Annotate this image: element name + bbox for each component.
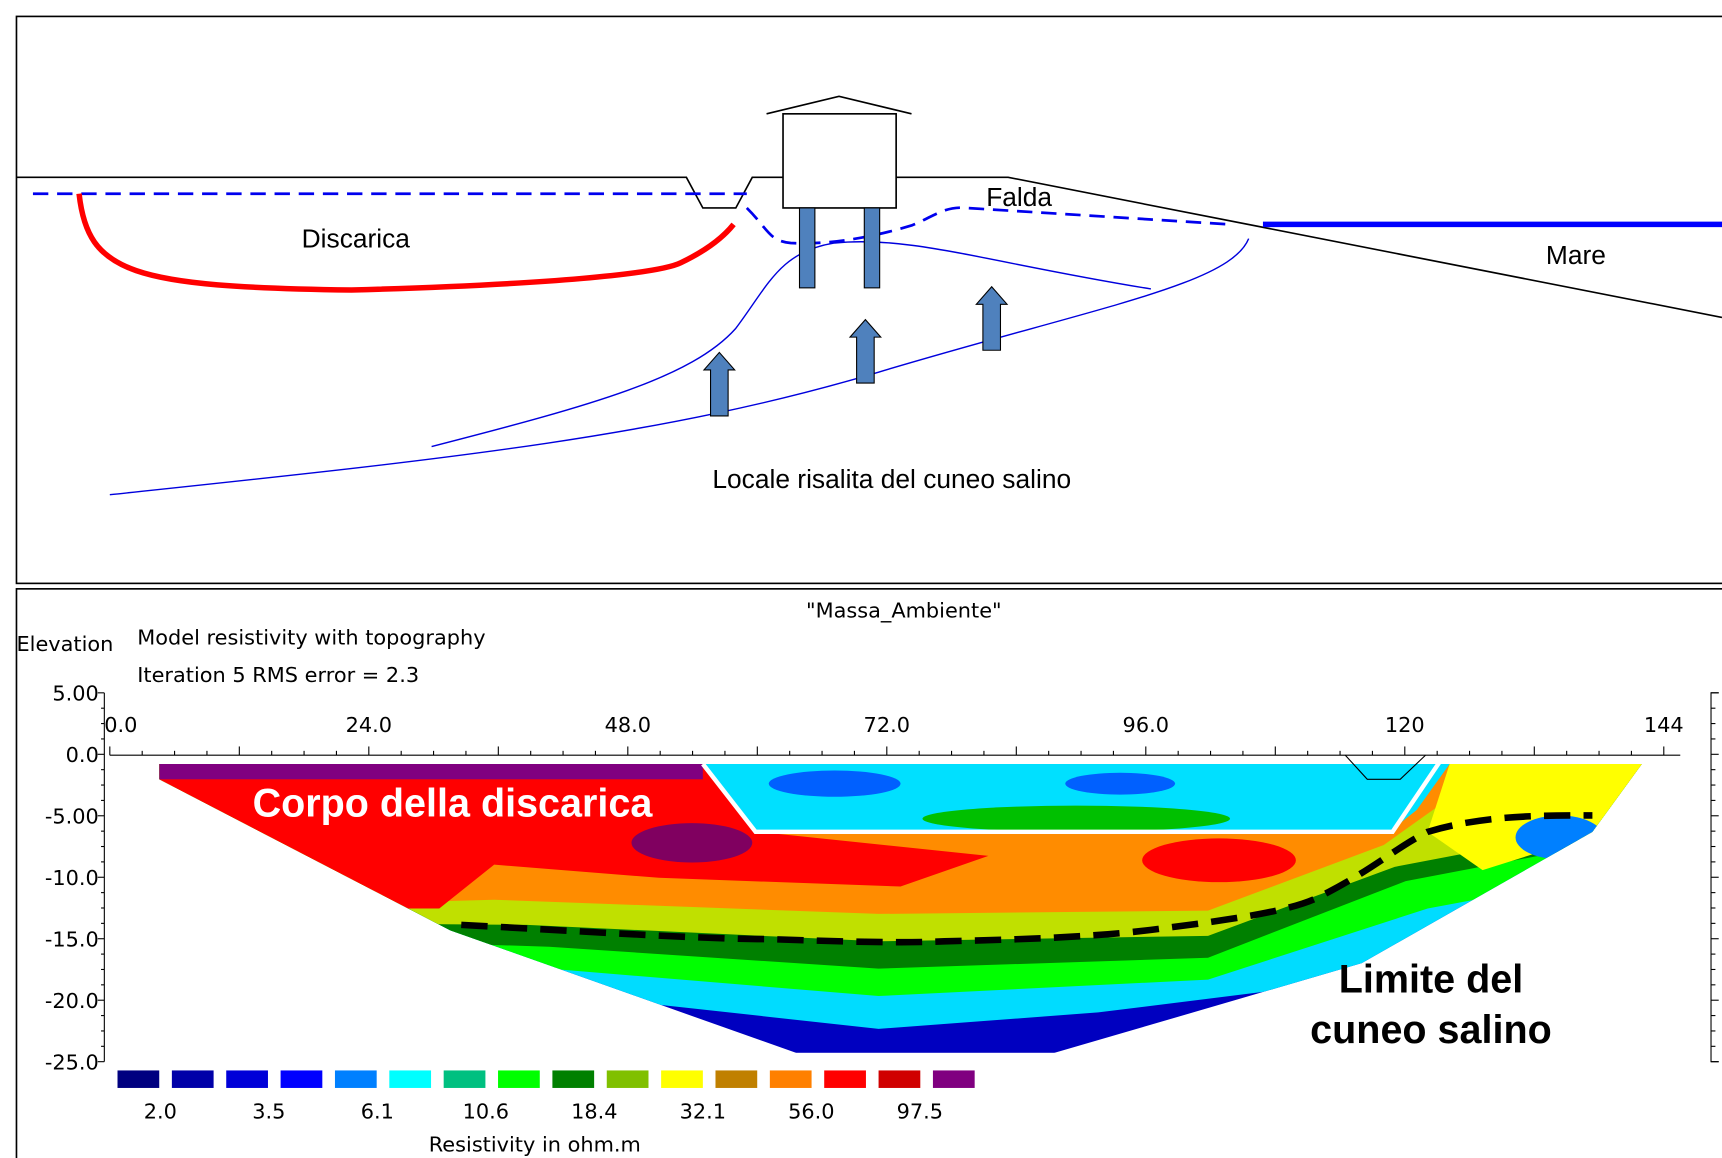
legend-swatch [226,1070,268,1088]
legend-label: 10.6 [463,1100,509,1124]
building [783,114,896,208]
x-tick-label: 72.0 [864,713,910,737]
band [1065,773,1175,795]
legend-swatch [498,1070,540,1088]
legend-label: 2.0 [144,1100,177,1124]
x-tick-label: 48.0 [605,713,651,737]
legend-swatch [607,1070,649,1088]
subtitle: Iteration 5 RMS error = 2.3 [137,663,419,687]
legend-swatch [715,1070,757,1088]
annotation: cuneo salino [1310,1008,1552,1052]
band [631,823,752,862]
legend-swatch [552,1070,594,1088]
annotation: Corpo della discarica [253,782,654,826]
subtitle: Model resistivity with topography [137,626,485,650]
legend-title: Resistivity in ohm.m [429,1132,641,1156]
x-tick-label: 144 [1644,713,1684,737]
legend-label: 3.5 [252,1100,285,1124]
legend-label: 18.4 [571,1100,617,1124]
x-tick-label: 24.0 [346,713,392,737]
y-tick-label: -5.00 [45,804,99,828]
wedge-line [432,242,1151,447]
y-axis-label: Elevation [16,632,113,656]
label: Discarica [302,223,411,253]
label: Locale risalita del cuneo salino [712,464,1071,494]
legend-swatch [770,1070,812,1088]
pile [800,208,815,288]
legend-swatch [444,1070,486,1088]
roof [767,96,912,114]
legend-label: 32.1 [680,1100,726,1124]
legend-swatch [879,1070,921,1088]
label: Mare [1546,240,1606,270]
wedge-line [110,239,1249,495]
x-tick-label: 120 [1385,713,1425,737]
top-panel [16,16,1722,583]
y-tick-label: -10.0 [45,866,99,890]
legend-label: 56.0 [788,1100,834,1124]
arrow [704,352,735,415]
y-tick-label: 5.00 [52,682,98,706]
section-title: "Massa_Ambiente" [806,598,1002,623]
arrow [976,287,1007,350]
y-tick-label: -20.0 [45,989,99,1013]
legend-label: 6.1 [361,1100,394,1124]
pile [864,208,879,288]
legend-swatch [933,1070,975,1088]
band [1142,838,1296,882]
legend-swatch [281,1070,323,1088]
figure: Discarica Falda Mare Locale risalita del… [0,0,1722,1158]
y-tick-label: -15.0 [45,927,99,951]
annotation: Limite del [1339,958,1523,1002]
label: Falda [986,182,1052,212]
legend-swatch [335,1070,377,1088]
legend-swatch [661,1070,703,1088]
legend-label: 97.5 [897,1100,943,1124]
x-tick-label: 96.0 [1123,713,1169,737]
band [769,771,901,797]
legend-swatch [118,1070,160,1088]
legend-swatch [172,1070,214,1088]
band [1516,815,1604,859]
y-tick-label: 0.0 [66,743,99,767]
legend-swatch [824,1070,866,1088]
band [923,806,1231,832]
x-tick-label: 0.0 [104,713,137,737]
band [154,762,703,780]
legend-swatch [389,1070,431,1088]
y-tick-label: -25.0 [45,1050,99,1074]
